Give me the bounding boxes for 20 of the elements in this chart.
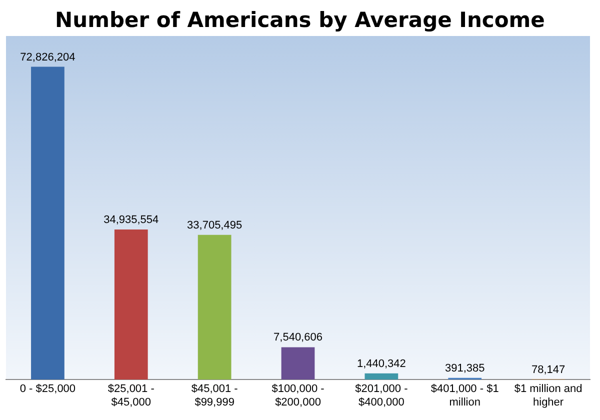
x-tick-label: $201,000 - $400,000 — [355, 383, 408, 408]
bar — [364, 373, 398, 380]
data-label: 7,540,606 — [274, 332, 322, 344]
bar — [198, 234, 232, 380]
data-label: 34,935,554 — [104, 214, 159, 226]
data-label: 1,440,342 — [356, 358, 406, 370]
bar — [114, 230, 148, 380]
x-tick-label: $401,000 - $1 million — [430, 383, 499, 408]
x-tick-label: 0 - $25,000 — [20, 383, 76, 396]
bar — [31, 66, 64, 380]
x-tick-label: $100,000 - $200,000 — [272, 383, 325, 408]
x-tick-label: $1 million and higher — [514, 383, 582, 408]
x-tick-label: $45,001 - $99,999 — [191, 383, 238, 408]
x-tick-label: $25,001 - $45,000 — [108, 383, 155, 408]
data-label: 33,705,495 — [187, 219, 242, 232]
bar — [281, 347, 315, 380]
data-label: 72,826,204 — [20, 51, 76, 64]
data-label: 391,385 — [444, 362, 485, 374]
chart-title: Number of Americans by Average Income — [54, 8, 546, 32]
data-label: 78,147 — [531, 364, 566, 376]
